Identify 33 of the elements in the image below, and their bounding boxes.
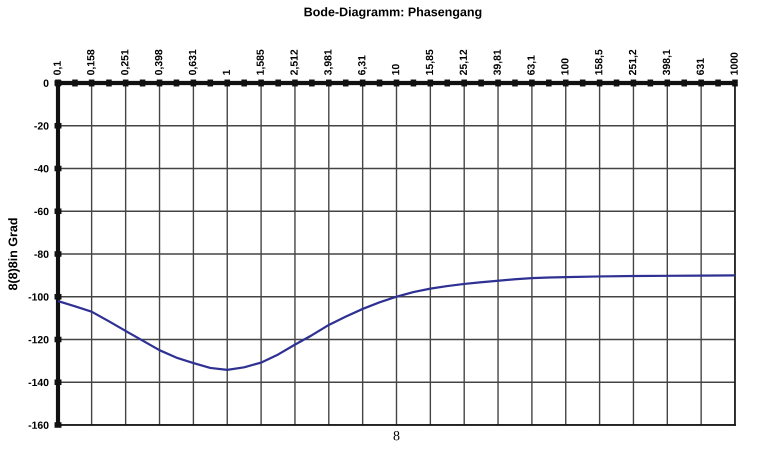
- x-tick-label: 1: [222, 70, 230, 75]
- x-tick-label: 0,398: [154, 50, 164, 75]
- x-tick-label: 0,1: [53, 61, 62, 75]
- x-tick-label: 15,85: [426, 50, 435, 75]
- x-tick-label: 251,2: [628, 50, 638, 75]
- x-tick-label: 0,251: [121, 50, 130, 75]
- y-tick-label: -100: [28, 293, 49, 301]
- x-tick-label: 158,5: [595, 50, 604, 75]
- y-tick-label: -120: [28, 336, 49, 344]
- x-axis-title: 8: [394, 430, 400, 440]
- x-tick-label: 10: [392, 64, 400, 75]
- x-tick-label: 3,981: [324, 50, 334, 76]
- y-tick-label: -80: [34, 250, 49, 258]
- x-tick-label: 39,81: [493, 50, 502, 76]
- y-axis-title: 8(8)8in Grad: [8, 218, 20, 290]
- y-tick-label: -140: [28, 378, 49, 386]
- x-tick-label: 1000: [730, 52, 738, 75]
- y-tick-label: -160: [28, 422, 49, 429]
- y-tick-label: -40: [34, 165, 49, 172]
- x-tick-label: 0,631: [188, 50, 198, 75]
- x-tick-label: 2,512: [290, 50, 300, 75]
- x-tick-label: 63,1: [527, 55, 536, 75]
- x-tick-label: 100: [561, 58, 569, 75]
- x-tick-label: 398,1: [662, 50, 672, 76]
- y-tick-label: -20: [34, 122, 49, 130]
- x-tick-label: 631: [696, 58, 704, 75]
- x-tick-label: 1,585: [256, 50, 266, 75]
- x-tick-label: 6,31: [358, 55, 367, 75]
- x-tick-label: 25,12: [460, 50, 469, 75]
- x-tick-label: 0,158: [87, 50, 96, 75]
- chart-title: Bode-Diagramm: Phasengang: [304, 7, 482, 19]
- y-tick-label: -60: [34, 208, 49, 216]
- y-tick-label: 0: [44, 80, 49, 87]
